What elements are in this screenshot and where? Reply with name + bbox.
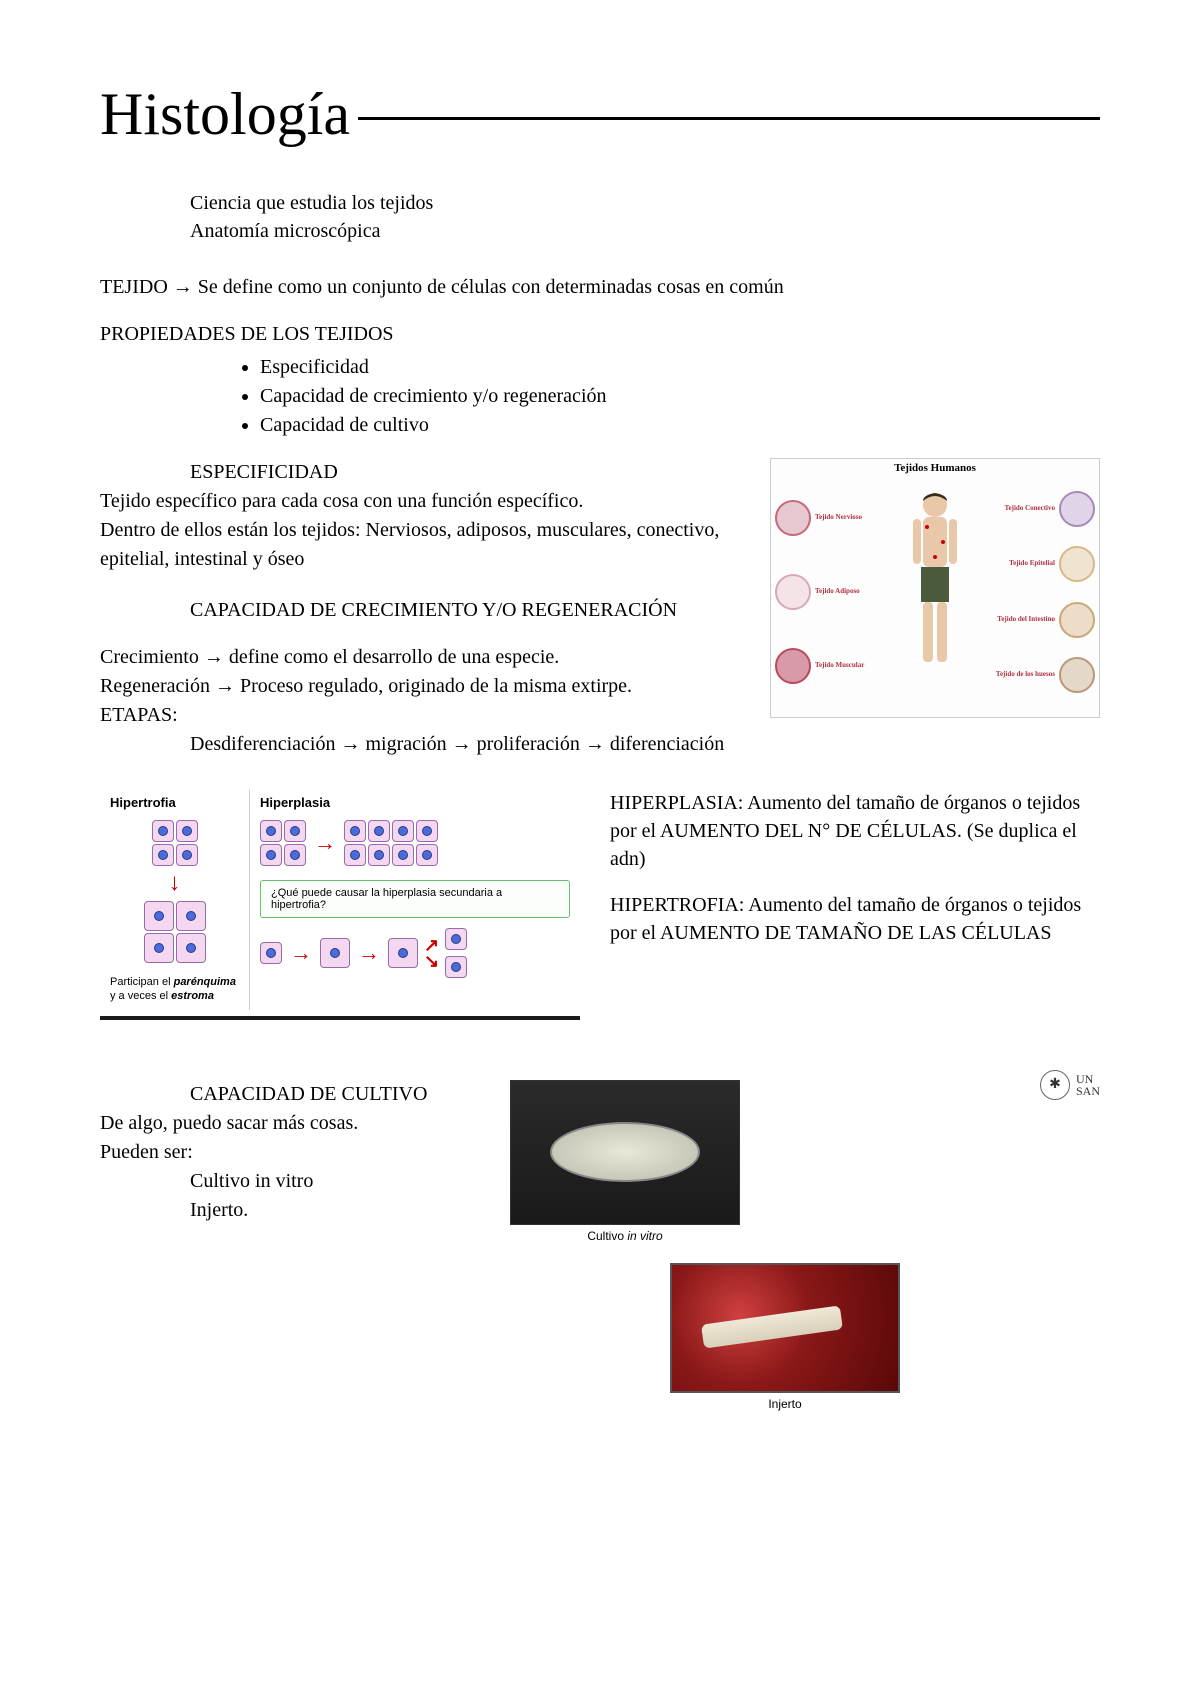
intro-line-2: Anatomía microscópica	[190, 217, 1100, 245]
cultivo-item-injerto: Injerto.	[190, 1196, 480, 1225]
especificidad-line1: Tejido específico para cada cosa con una…	[100, 487, 750, 516]
hiperplasia-question-box: ¿Qué puede causar la hiperplasia secunda…	[260, 880, 570, 918]
tissue-right-column: Tejido Conectivo Tejido Epitelial Tejido…	[990, 477, 1099, 707]
hiperplasia-definition: HIPERPLASIA: Aumento del tamaño de órgan…	[610, 789, 1100, 873]
intro-block: Ciencia que estudia los tejidos Anatomía…	[190, 189, 1100, 245]
tissue-circle-muscular	[775, 648, 811, 684]
cultivo-text-block: CAPACIDAD DE CULTIVO De algo, puedo saca…	[100, 1080, 480, 1225]
hyper-definitions: HIPERPLASIA: Aumento del tamaño de órgan…	[610, 789, 1100, 965]
hipertrofia-caption: Participan el parénquima y a veces el es…	[110, 975, 239, 1004]
arrow-down-icon: ↓	[110, 870, 239, 897]
tissue-circle-epitelial	[1059, 546, 1095, 582]
cultivo-item-vitro: Cultivo in vitro	[190, 1167, 480, 1196]
petri-dish-icon	[550, 1122, 700, 1182]
hipertrofia-definition: HIPERTROFIA: Aumento del tamaño de órgan…	[610, 891, 1100, 947]
cultivo-heading: CAPACIDAD DE CULTIVO	[190, 1080, 480, 1109]
logo-icon: ✱	[1040, 1070, 1070, 1100]
arrow-right-icon: →	[358, 940, 380, 966]
human-body-icon	[880, 477, 989, 707]
tejido-definition: TEJIDO → Se define como un conjunto de c…	[100, 273, 1100, 302]
university-logo: ✱ UN SAN	[1040, 1070, 1100, 1100]
etapas-label: ETAPAS:	[100, 701, 750, 730]
arrow-right-icon: →	[290, 940, 312, 966]
list-item: Capacidad de cultivo	[260, 411, 1100, 440]
cultivo-images-block: ✱ UN SAN Cultivo in vitro Injerto	[510, 1080, 1100, 1411]
hipertrofia-heading: Hipertrofia	[110, 795, 239, 810]
cultivo-line1: De algo, puedo sacar más cosas.	[100, 1109, 480, 1138]
tissue-circle-nervioso	[775, 500, 811, 536]
tissue-left-column: Tejido Nervioso Tejido Adiposo Tejido Mu…	[771, 477, 880, 707]
crecimiento-line1: Crecimiento → define como el desarrollo …	[100, 643, 750, 672]
title-underline	[358, 117, 1100, 120]
especificidad-block: ESPECIFICIDAD Tejido específico para cad…	[100, 458, 750, 759]
hypertrophy-hyperplasia-diagram: Hipertrofia ↓ Participan el parénquima y…	[100, 789, 580, 1020]
tissue-circle-adiposo	[775, 574, 811, 610]
caption-injerto: Injerto	[670, 1397, 900, 1411]
especificidad-line2: Dentro de ellos están los tejidos: Nervi…	[100, 516, 750, 574]
title-row: Histología	[100, 80, 1100, 149]
tissue-figure-title: Tejidos Humanos	[771, 459, 1099, 477]
crecimiento-heading: CAPACIDAD DE CRECIMIENTO Y/O REGENERACIÓ…	[190, 596, 750, 625]
hiperplasia-heading: Hiperplasia	[260, 795, 570, 810]
photo-injerto	[670, 1263, 900, 1393]
tissue-types-figure: Tejidos Humanos Tejido Nervioso Tejido A…	[770, 458, 1100, 718]
split-arrows-icon: ↗↘	[424, 937, 439, 969]
etapas-flow: Desdiferenciación → migración → prolifer…	[190, 730, 750, 759]
intro-line-1: Ciencia que estudia los tejidos	[190, 189, 1100, 217]
cultivo-line2: Pueden ser:	[100, 1138, 480, 1167]
arrow-right-icon: →	[314, 830, 336, 856]
tissue-circle-intestino	[1059, 602, 1095, 638]
page-title: Histología	[100, 80, 350, 149]
list-item: Especificidad	[260, 353, 1100, 382]
especificidad-heading: ESPECIFICIDAD	[190, 458, 750, 487]
propiedades-list: Especificidad Capacidad de crecimiento y…	[260, 353, 1100, 440]
crecimiento-line2: Regeneración → Proceso regulado, origina…	[100, 672, 750, 701]
propiedades-heading: PROPIEDADES DE LOS TEJIDOS	[100, 320, 1100, 349]
tissue-circle-conectivo	[1059, 491, 1095, 527]
photo-cultivo-in-vitro	[510, 1080, 740, 1225]
caption-vitro: Cultivo in vitro	[510, 1229, 740, 1243]
list-item: Capacidad de crecimiento y/o regeneració…	[260, 382, 1100, 411]
tissue-circle-huesos	[1059, 657, 1095, 693]
